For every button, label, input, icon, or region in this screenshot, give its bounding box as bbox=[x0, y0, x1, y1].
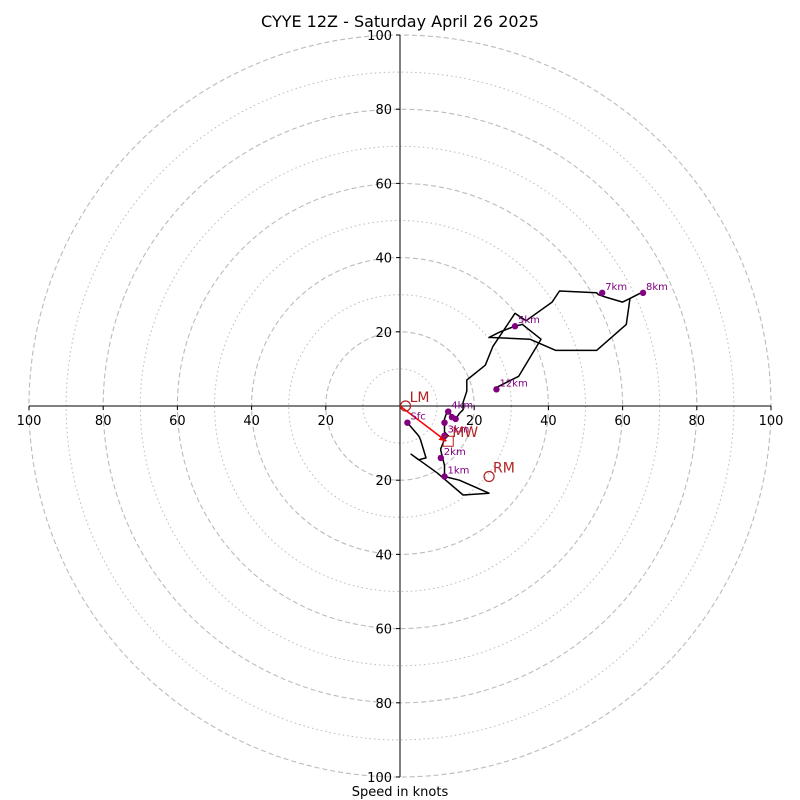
y-tick-label: 100 bbox=[367, 29, 392, 44]
height-marker bbox=[404, 419, 411, 426]
x-tick-label: 100 bbox=[759, 414, 784, 429]
height-marker-label: Sfc bbox=[410, 412, 425, 423]
y-tick-label: 60 bbox=[375, 623, 392, 638]
height-marker-label: 5km bbox=[518, 315, 540, 326]
height-marker-label: 3km bbox=[448, 425, 470, 436]
y-tick-label: 20 bbox=[375, 326, 392, 341]
chart-title: CYYE 12Z - Saturday April 26 2025 bbox=[261, 12, 539, 31]
height-marker bbox=[441, 419, 448, 426]
storm-motion-label: MW bbox=[452, 425, 478, 441]
height-markers: Sfc 1km 2km 3km 4km 5km 7km 8km 12km bbox=[404, 282, 668, 480]
height-marker-label: 12km bbox=[499, 378, 527, 389]
x-tick-label: 80 bbox=[689, 414, 706, 429]
hodograph-line bbox=[406, 290, 642, 496]
y-tick-label: 100 bbox=[367, 771, 392, 786]
tick-labels: 100 80 60 40 20 20 40 60 80 100 100 80 60 40 20 20 40 60 8… bbox=[17, 29, 784, 786]
height-marker-label: 1km bbox=[448, 465, 470, 476]
storm-motion-label: RM bbox=[493, 460, 515, 476]
y-tick-label: 40 bbox=[375, 548, 392, 563]
x-tick-label: 20 bbox=[318, 414, 335, 429]
storm-motion-marker bbox=[483, 470, 495, 483]
height-marker-label: 8km bbox=[646, 282, 668, 293]
storm-motion-label: LM bbox=[410, 390, 430, 406]
x-tick-label: 80 bbox=[95, 414, 112, 429]
x-tick-label: 100 bbox=[17, 414, 42, 429]
y-tick-label: 40 bbox=[375, 252, 392, 267]
height-marker bbox=[452, 415, 459, 423]
x-tick-label: 40 bbox=[540, 414, 557, 429]
mean-wind-vector bbox=[399, 405, 447, 442]
x-tick-label: 40 bbox=[243, 414, 260, 429]
height-marker bbox=[511, 323, 519, 330]
height-marker bbox=[441, 473, 448, 480]
y-tick-label: 60 bbox=[375, 177, 392, 192]
height-marker bbox=[639, 289, 647, 297]
x-tick-label: 60 bbox=[614, 414, 631, 429]
height-marker-label: 7km bbox=[605, 282, 627, 293]
storm-motion-marker bbox=[442, 435, 454, 447]
y-tick-label: 20 bbox=[375, 474, 392, 489]
x-tick-label: 60 bbox=[169, 414, 186, 429]
height-marker bbox=[598, 289, 606, 297]
y-tick-label: 80 bbox=[375, 103, 392, 118]
storm-motions: LM RM MW bbox=[399, 390, 515, 483]
height-marker bbox=[437, 454, 445, 462]
height-marker-label: 2km bbox=[444, 447, 466, 458]
x-tick-label: 20 bbox=[466, 414, 483, 429]
x-axis-label: Speed in knots bbox=[352, 785, 449, 800]
height-marker-label: 4km bbox=[451, 401, 473, 412]
storm-motion-marker bbox=[399, 400, 412, 412]
height-marker bbox=[493, 386, 500, 393]
height-marker bbox=[445, 408, 452, 415]
y-tick-label: 80 bbox=[375, 697, 392, 712]
